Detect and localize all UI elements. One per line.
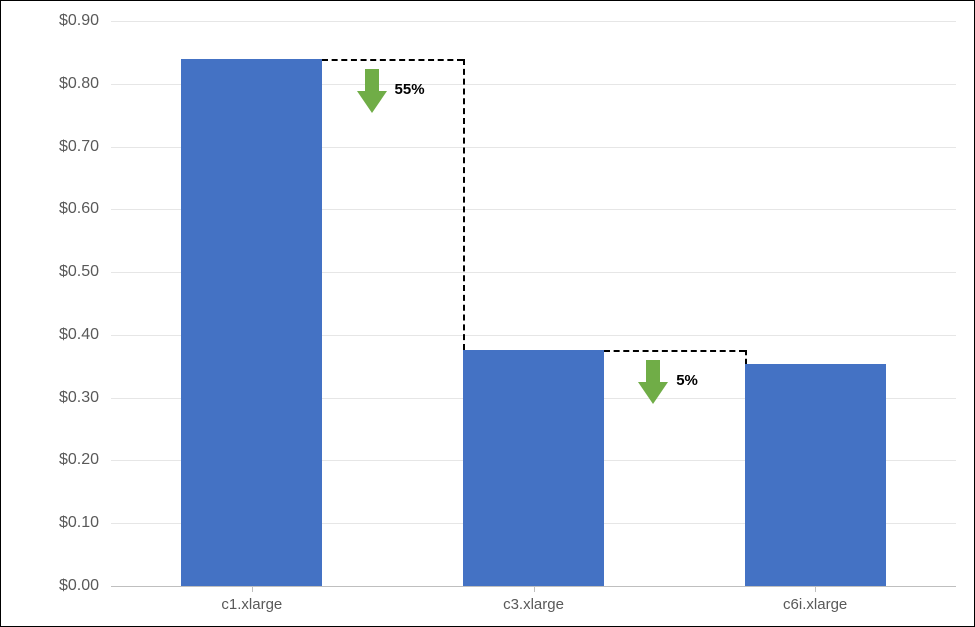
y-axis-tick-label: $0.90	[1, 12, 99, 30]
x-axis-tick-label: c1.xlarge	[221, 596, 282, 613]
x-axis-tick	[815, 586, 816, 592]
drop-percent-label: 55%	[395, 81, 425, 98]
y-axis-tick-label: $0.30	[1, 389, 99, 407]
y-axis-tick-label: $0.80	[1, 75, 99, 93]
drop-leader-horizontal	[322, 59, 463, 61]
drop-leader-vertical	[463, 59, 465, 350]
y-axis-tick-label: $0.70	[1, 138, 99, 156]
y-axis-tick-label: $0.40	[1, 326, 99, 344]
y-axis-tick-label: $0.60	[1, 200, 99, 218]
drop-arrow-icon	[636, 358, 670, 411]
drop-arrow-icon	[355, 67, 389, 120]
bar	[181, 59, 322, 586]
bar	[463, 350, 604, 586]
drop-leader-vertical	[745, 350, 747, 364]
y-axis-tick-label: $0.10	[1, 514, 99, 532]
x-axis-tick-label: c6i.xlarge	[783, 596, 847, 613]
drop-leader-horizontal	[604, 350, 745, 352]
bar	[745, 364, 886, 586]
gridline	[111, 21, 956, 22]
y-axis-tick-label: $0.00	[1, 577, 99, 595]
x-axis-tick-label: c3.xlarge	[503, 596, 564, 613]
x-axis-tick	[534, 586, 535, 592]
y-axis-tick-label: $0.20	[1, 451, 99, 469]
y-axis-tick-label: $0.50	[1, 263, 99, 281]
x-axis-tick	[252, 586, 253, 592]
bar-chart: $0.00 $0.10 $0.20 $0.30 $0.40 $0.50 $0.60 $0.70…	[0, 0, 975, 627]
drop-percent-label: 5%	[676, 372, 698, 389]
